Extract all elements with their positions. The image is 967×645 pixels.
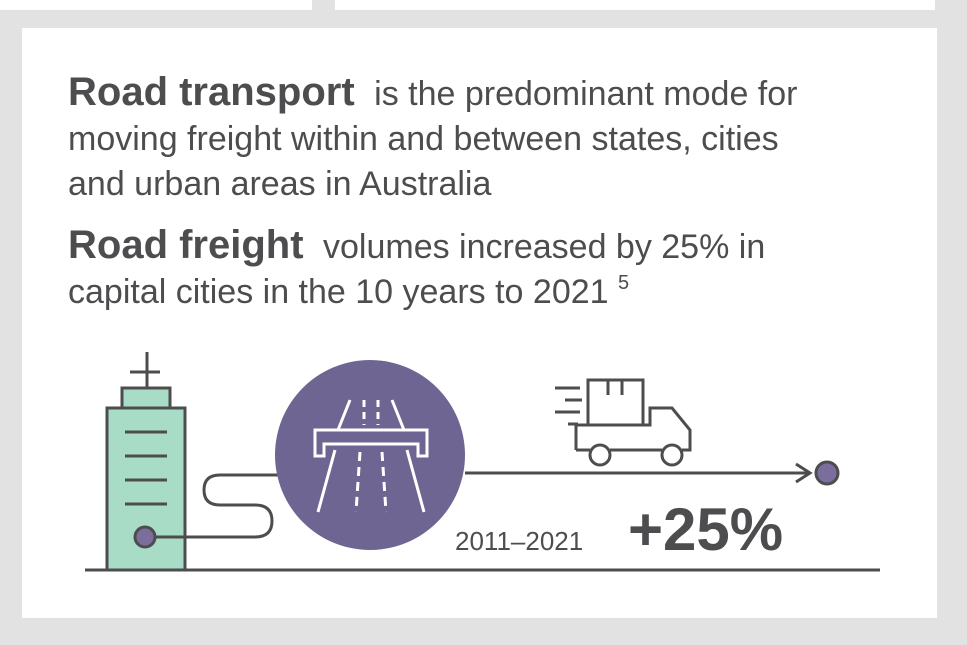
wheel	[660, 443, 684, 467]
arrow-head	[795, 462, 813, 484]
bridge	[313, 428, 429, 458]
road-icon	[313, 399, 429, 513]
route	[155, 473, 280, 539]
text: capital cities in the 10 years to 2021	[68, 273, 609, 311]
text: is the predominant mode for	[374, 75, 797, 113]
road-edge	[336, 399, 406, 431]
paragraph-line: Road freight volumes increased by 25% in	[68, 223, 765, 267]
end-dot	[814, 460, 840, 486]
footnote: 5	[618, 272, 629, 294]
paragraph-line: and urban areas in Australia	[68, 165, 491, 203]
start-dot	[133, 525, 157, 549]
bold-lead: Road transport	[68, 70, 355, 114]
period: 2011–2021	[455, 526, 583, 556]
paragraph-line: capital cities in the 10 years to 2021 5	[68, 272, 629, 311]
speed-lines	[555, 386, 582, 426]
road-edge	[316, 449, 426, 513]
change: +25%	[628, 496, 783, 563]
paragraph-line: moving freight within and between states…	[68, 120, 779, 158]
top-strip	[0, 0, 312, 10]
box-tape	[606, 380, 624, 395]
text: volumes increased by 25% in	[323, 228, 765, 266]
truck-icon	[555, 378, 692, 467]
lane	[354, 451, 388, 513]
bold-lead: Road freight	[68, 223, 304, 267]
lane	[362, 400, 380, 425]
building-top	[120, 386, 172, 410]
paragraph-line: Road transport is the predominant mode f…	[68, 70, 797, 114]
top-strip	[335, 0, 935, 10]
wheel	[588, 443, 612, 467]
truck-body	[574, 406, 692, 452]
road-circle	[275, 360, 465, 550]
